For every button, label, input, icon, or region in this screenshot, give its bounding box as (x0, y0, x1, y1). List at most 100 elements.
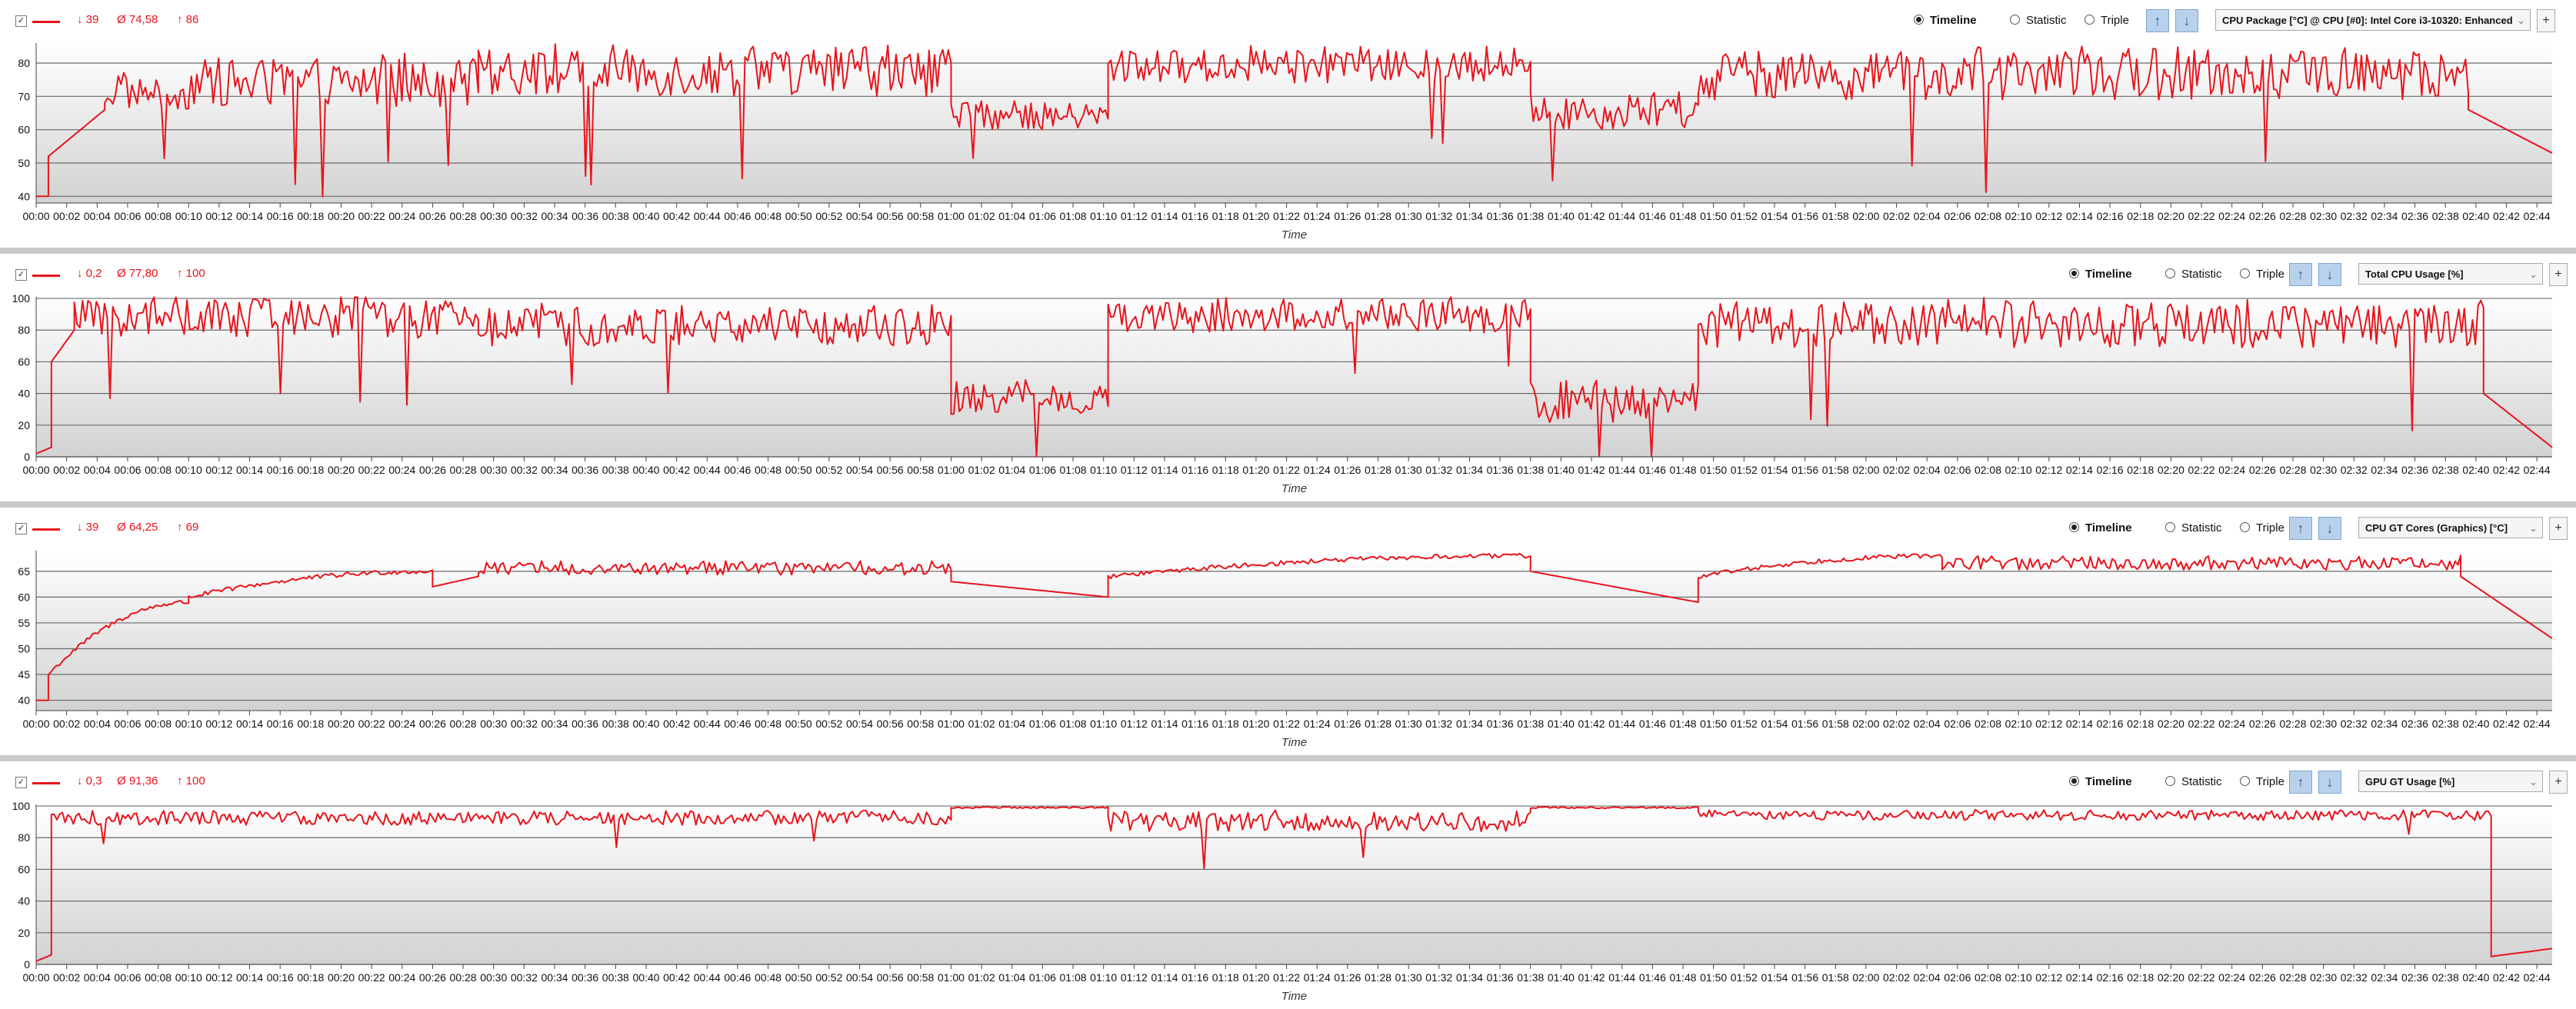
arrow-down-icon[interactable]: ↓ (2318, 517, 2341, 540)
mode-label: Statistic (2181, 268, 2222, 281)
x-tick-label: 01:10 (1090, 210, 1117, 222)
x-tick-label: 01:20 (1242, 464, 1269, 476)
x-tick-label: 01:24 (1304, 464, 1331, 476)
x-tick-label: 02:30 (2310, 718, 2337, 730)
checkbox-icon[interactable]: ✓ (15, 523, 27, 534)
x-tick-label: 00:20 (328, 971, 355, 984)
x-tick-label: 02:20 (2158, 464, 2184, 476)
x-tick-label: 00:30 (480, 971, 507, 984)
mode-statistic-radio[interactable]: Statistic (2165, 268, 2222, 281)
x-tick-label: 00:38 (602, 210, 629, 222)
series-line (36, 43, 2553, 198)
stat-average: Ø 91,36 (117, 774, 158, 788)
x-tick-label: 02:16 (2097, 464, 2124, 476)
x-tick-label: 01:38 (1517, 971, 1544, 984)
x-tick-label: 00:50 (785, 718, 812, 730)
x-tick-label: 00:16 (267, 971, 294, 984)
panel-toolbar: ✓ ↓ 39 Ø 64,25 ↑ 69 Timeline Statistic T… (0, 508, 2576, 541)
x-tick-label: 00:04 (84, 971, 111, 984)
plus-icon[interactable]: + (2549, 771, 2568, 794)
x-tick-label: 01:56 (1791, 464, 1818, 476)
checkbox-icon[interactable]: ✓ (15, 269, 27, 281)
mode-triple-radio[interactable]: Triple (2240, 775, 2284, 788)
mode-label: Triple (2256, 775, 2284, 788)
mode-timeline-radio[interactable]: Timeline (2069, 521, 2132, 534)
x-tick-label: 02:14 (2066, 971, 2093, 984)
x-tick-label: 00:32 (511, 718, 538, 730)
x-tick-label: 01:00 (938, 464, 965, 476)
chevron-down-icon: ⌄ (2529, 776, 2538, 788)
x-tick-label: 00:06 (114, 464, 141, 476)
arrow-up-icon[interactable]: ↑ (2289, 263, 2312, 286)
plus-icon[interactable]: + (2549, 263, 2568, 286)
arrow-up-icon[interactable]: ↑ (2289, 517, 2312, 540)
mode-timeline-radio[interactable]: Timeline (2069, 268, 2132, 281)
x-tick-label: 01:50 (1700, 718, 1727, 730)
y-tick-label: 40 (18, 388, 30, 400)
x-tick-label: 00:48 (755, 718, 781, 730)
x-tick-label: 00:54 (846, 718, 873, 730)
x-tick-label: 02:32 (2341, 464, 2368, 476)
stat-min: ↓ 39 (77, 521, 99, 534)
mode-timeline-radio[interactable]: Timeline (1914, 14, 1977, 27)
x-tick-label: 01:00 (938, 971, 965, 984)
checkbox-icon[interactable]: ✓ (15, 15, 27, 27)
x-tick-label: 02:08 (1974, 210, 2001, 222)
arrow-down-icon[interactable]: ↓ (2318, 771, 2341, 794)
x-tick-label: 01:32 (1425, 971, 1452, 984)
y-tick-label: 40 (18, 190, 30, 202)
x-tick-label: 00:00 (22, 210, 49, 222)
x-tick-label: 01:46 (1639, 210, 1666, 222)
x-tick-label: 01:42 (1578, 210, 1605, 222)
mode-triple-radio[interactable]: Triple (2240, 268, 2284, 281)
x-axis-title: Time (1281, 736, 1307, 749)
arrow-down-icon[interactable]: ↓ (2318, 263, 2341, 286)
x-tick-label: 01:38 (1517, 210, 1544, 222)
x-tick-label: 02:44 (2524, 718, 2551, 730)
x-tick-label: 01:14 (1151, 464, 1178, 476)
x-tick-label: 02:32 (2341, 718, 2368, 730)
x-tick-label: 02:26 (2249, 971, 2276, 984)
x-tick-label: 02:00 (1852, 210, 1879, 222)
x-tick-label: 00:50 (785, 210, 812, 222)
radio-icon (2240, 522, 2250, 532)
mode-timeline-radio[interactable]: Timeline (2069, 775, 2132, 788)
x-tick-label: 01:34 (1456, 971, 1483, 984)
sensor-select[interactable]: Total CPU Usage [%] ⌄ (2358, 263, 2543, 285)
x-tick-label: 00:26 (419, 718, 446, 730)
x-tick-label: 02:14 (2066, 718, 2093, 730)
x-tick-label: 00:08 (145, 464, 172, 476)
arrow-up-icon[interactable]: ↑ (2146, 9, 2169, 32)
x-tick-label: 00:52 (815, 464, 842, 476)
mode-statistic-radio[interactable]: Statistic (2165, 775, 2222, 788)
x-tick-label: 01:58 (1822, 464, 1849, 476)
x-tick-label: 01:52 (1731, 971, 1758, 984)
checkbox-icon[interactable]: ✓ (15, 777, 27, 788)
mode-triple-radio[interactable]: Triple (2240, 521, 2284, 534)
x-tick-label: 00:18 (297, 971, 324, 984)
x-tick-label: 00:18 (297, 464, 324, 476)
arrow-down-icon[interactable]: ↓ (2175, 9, 2198, 32)
plus-icon[interactable]: + (2537, 9, 2555, 32)
sensor-select[interactable]: CPU GT Cores (Graphics) [°C] ⌄ (2358, 517, 2543, 538)
sensor-select[interactable]: CPU Package [°C] @ CPU [#0]: Intel Core … (2215, 9, 2531, 31)
x-tick-label: 01:00 (938, 718, 965, 730)
x-tick-label: 00:08 (145, 210, 172, 222)
sensor-select[interactable]: GPU GT Usage [%] ⌄ (2358, 771, 2543, 792)
x-tick-label: 02:24 (2218, 210, 2245, 222)
plus-icon[interactable]: + (2549, 517, 2568, 540)
x-tick-label: 02:42 (2493, 464, 2520, 476)
arrow-up-icon[interactable]: ↑ (2289, 771, 2312, 794)
x-tick-label: 01:22 (1273, 210, 1300, 222)
mode-statistic-radio[interactable]: Statistic (2010, 14, 2067, 27)
x-tick-label: 01:30 (1395, 210, 1422, 222)
x-tick-label: 00:48 (755, 210, 781, 222)
mode-triple-radio[interactable]: Triple (2084, 14, 2129, 27)
radio-selected-icon (2069, 522, 2079, 532)
mode-label: Timeline (2085, 775, 2132, 788)
x-tick-label: 02:28 (2279, 210, 2306, 222)
stat-min: ↓ 0,3 (77, 774, 102, 788)
x-tick-label: 02:16 (2097, 718, 2124, 730)
mode-statistic-radio[interactable]: Statistic (2165, 521, 2222, 534)
